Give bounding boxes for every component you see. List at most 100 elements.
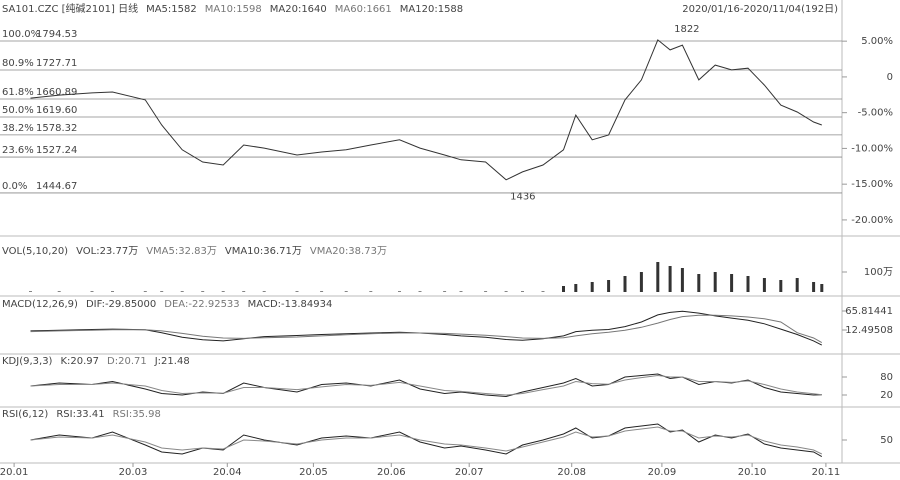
volume-bar: [607, 280, 611, 292]
volume-bar: [160, 291, 164, 292]
data-line: [30, 310, 823, 346]
indicator-value: MA120:1588: [400, 4, 463, 15]
y-tick-label: 20: [880, 390, 893, 401]
volume-bar: [484, 291, 488, 292]
volume-bar: [562, 286, 565, 292]
extreme-annotation: 1822: [674, 24, 699, 35]
volume-bar: [795, 278, 799, 292]
y-tick-label: 80: [880, 372, 893, 383]
indicator-value: MA20:1640: [270, 4, 327, 15]
x-tick-label: 20.04: [213, 467, 242, 478]
x-tick-label: 20.08: [557, 467, 586, 478]
fib-level-price: 1444.67: [36, 181, 77, 192]
panel-title: MACD(12,26,9): [2, 299, 78, 310]
volume-bar: [521, 291, 524, 292]
volume-bar: [398, 291, 401, 292]
volume-bar: [201, 291, 205, 292]
volume-bar: [668, 266, 672, 292]
volume-bar: [680, 268, 684, 292]
panel-header: KDJ(9,3,3) K:20.97 D:20.71 J:21.48: [2, 356, 190, 367]
volume-bar: [143, 291, 147, 292]
volume-bar: [656, 262, 660, 292]
volume-bar: [713, 272, 717, 292]
fib-level-price: 1660.89: [36, 87, 77, 98]
indicator-value: MA60:1661: [335, 4, 392, 15]
volume-bar: [295, 291, 299, 292]
fib-level-percent: 100.0%: [2, 29, 40, 40]
data-line: [30, 39, 822, 181]
volume-bar: [29, 291, 32, 292]
data-line: [30, 423, 823, 458]
data-line: [30, 374, 822, 396]
volume-bar: [242, 291, 246, 292]
fib-level-percent: 23.6%: [2, 145, 34, 156]
volume-bar: [111, 291, 114, 292]
indicator-value: J:21.48: [154, 356, 190, 367]
data-line: [30, 373, 822, 398]
indicator-value: RSI:35.98: [113, 409, 161, 420]
extreme-annotation: 1436: [510, 192, 535, 203]
y2-tick-label: -5.00%: [858, 108, 893, 119]
date-range: 2020/01/16-2020/11/04(192日): [682, 4, 838, 15]
y-tick-label: 65.81441: [845, 306, 893, 317]
volume-bar: [459, 291, 463, 292]
fib-level-price: 1578.32: [36, 123, 77, 134]
panel-header: RSI(6,12) RSI:33.41 RSI:35.98: [2, 409, 161, 420]
x-tick-label: 20.03: [119, 467, 148, 478]
panel-header: MACD(12,26,9) DIF:-29.85000 DEA:-22.92533 M…: [2, 299, 332, 310]
volume-bar: [730, 274, 734, 292]
y-tick-label: 50: [880, 435, 893, 446]
volume-bar: [820, 284, 824, 292]
panel-title: KDJ(9,3,3): [2, 356, 53, 367]
indicator-value: RSI:33.41: [56, 409, 104, 420]
x-tick-label: 20.06: [377, 467, 406, 478]
fib-level-percent: 80.9%: [2, 58, 34, 69]
panel-header: VOL(5,10,20) VOL:23.77万 VMA5:32.83万 VMA10:3…: [2, 246, 387, 257]
volume-bar: [262, 291, 266, 292]
indicator-value: DIF:-29.85000: [86, 299, 156, 310]
data-line: [30, 426, 823, 455]
x-tick-label: 20.07: [455, 467, 484, 478]
volume-bar: [574, 284, 578, 292]
volume-bar: [504, 291, 508, 292]
volume-bar: [590, 282, 594, 292]
volume-bar: [90, 291, 94, 292]
x-tick-label: 20.05: [299, 467, 328, 478]
y2-tick-label: -15.00%: [851, 179, 893, 190]
y2-tick-label: 5.00%: [861, 36, 893, 47]
volume-bar: [639, 272, 643, 292]
data-line: [30, 314, 823, 344]
volume-bar: [541, 291, 545, 292]
volume-bar: [443, 291, 447, 292]
indicator-value: VOL:23.77万: [76, 246, 138, 257]
volume-bar: [697, 274, 701, 292]
x-tick-label: 20.01: [0, 467, 28, 478]
indicator-value: MACD:-13.84934: [248, 299, 333, 310]
volume-bar: [344, 291, 348, 292]
indicator-value: MA5:1582: [146, 4, 197, 15]
volume-bar: [812, 282, 816, 292]
y-tick-label: 12.49508: [845, 325, 893, 336]
y2-tick-label: -10.00%: [851, 143, 893, 154]
fib-level-percent: 38.2%: [2, 123, 34, 134]
x-tick-label: 20.10: [738, 467, 767, 478]
indicator-value: D:20.71: [107, 356, 147, 367]
fib-level-price: 1727.71: [36, 58, 77, 69]
indicator-value: VMA10:36.71万: [225, 246, 302, 257]
indicator-value: VMA20:38.73万: [310, 246, 387, 257]
fib-level-percent: 50.0%: [2, 105, 34, 116]
indicator-value: MA10:1598: [205, 4, 262, 15]
volume-bar: [623, 276, 627, 292]
volume-bar: [779, 280, 783, 292]
fib-level-price: 1619.60: [36, 105, 77, 116]
volume-bar: [418, 291, 422, 292]
volume-bar: [180, 291, 184, 292]
volume-bar: [320, 291, 324, 292]
panel-title: SA101.CZC [纯碱2101] 日线: [2, 2, 138, 15]
y2-tick-label: 0: [887, 72, 893, 83]
fib-level-price: 1794.53: [36, 29, 77, 40]
indicator-value: VMA5:32.83万: [146, 246, 217, 257]
panel-title: RSI(6,12): [2, 409, 48, 420]
fib-level-percent: 0.0%: [2, 181, 27, 192]
